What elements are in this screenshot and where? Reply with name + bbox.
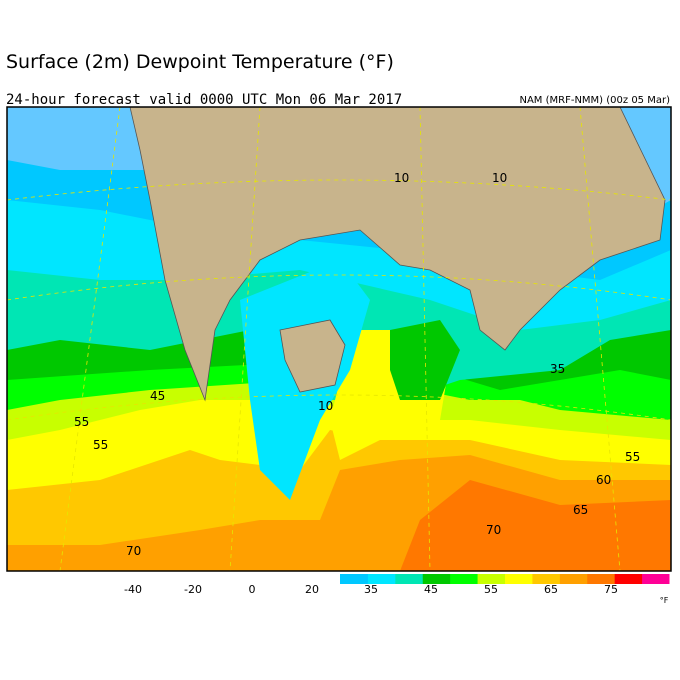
contour-label: 55 xyxy=(74,415,89,429)
colorbar-label: 35 xyxy=(364,583,378,596)
land xyxy=(129,107,666,402)
model-label: NAM (MRF-NMM) (00z 05 Mar) xyxy=(519,95,670,106)
map-frame xyxy=(6,106,672,572)
contour-label: 70 xyxy=(486,523,501,537)
contour-label: 45 xyxy=(150,389,165,403)
land xyxy=(279,319,346,393)
colorbar-swatch xyxy=(559,574,588,584)
contour-label: 10 xyxy=(318,399,333,413)
colorbar: -40 -20 0 20 35 45 55 65 75 °F xyxy=(124,574,670,605)
subtitle: 24-hour forecast valid 0000 UTC Mon 06 M… xyxy=(6,92,402,108)
contour-label: 10 xyxy=(492,171,507,185)
colorbar-label: 65 xyxy=(544,583,558,596)
contour-label: 65 xyxy=(573,503,588,517)
colorbar-swatch xyxy=(394,574,423,584)
colorbar-swatch xyxy=(614,574,643,584)
colorbar-swatch xyxy=(477,574,505,584)
colorbar-label: 55 xyxy=(484,583,498,596)
contour-label: 55 xyxy=(625,450,640,464)
colorbar-swatch xyxy=(504,574,533,584)
colorbar-label: 45 xyxy=(424,583,438,596)
contour-label: 55 xyxy=(93,438,108,452)
colorbar-swatch xyxy=(422,574,451,584)
colorbar-swatch xyxy=(586,574,615,584)
field-band xyxy=(390,320,460,400)
colorbar-label: 20 xyxy=(305,583,319,596)
contour-label: 10 xyxy=(394,171,409,185)
title: Surface (2m) Dewpoint Temperature (°F) xyxy=(6,51,394,73)
colorbar-label: 75 xyxy=(604,583,618,596)
grid-lines xyxy=(7,107,671,571)
contour-labels: 10 10 45 55 55 10 70 35 55 60 65 70 xyxy=(74,171,640,558)
colorbar-swatch xyxy=(340,574,368,584)
colorbar-label: -20 xyxy=(184,583,202,596)
colorbar-swatch xyxy=(367,574,396,584)
contour-label: 35 xyxy=(550,362,565,376)
map-field xyxy=(6,106,672,572)
colorbar-label: -40 xyxy=(124,583,142,596)
contour-label: 60 xyxy=(596,473,611,487)
colorbar-label: 0 xyxy=(249,583,256,596)
colorbar-swatch xyxy=(531,574,560,584)
colorbar-unit: °F xyxy=(660,596,669,605)
contour-label: 70 xyxy=(126,544,141,558)
colorbar-swatch xyxy=(641,574,670,584)
colorbar-swatch xyxy=(449,574,478,584)
